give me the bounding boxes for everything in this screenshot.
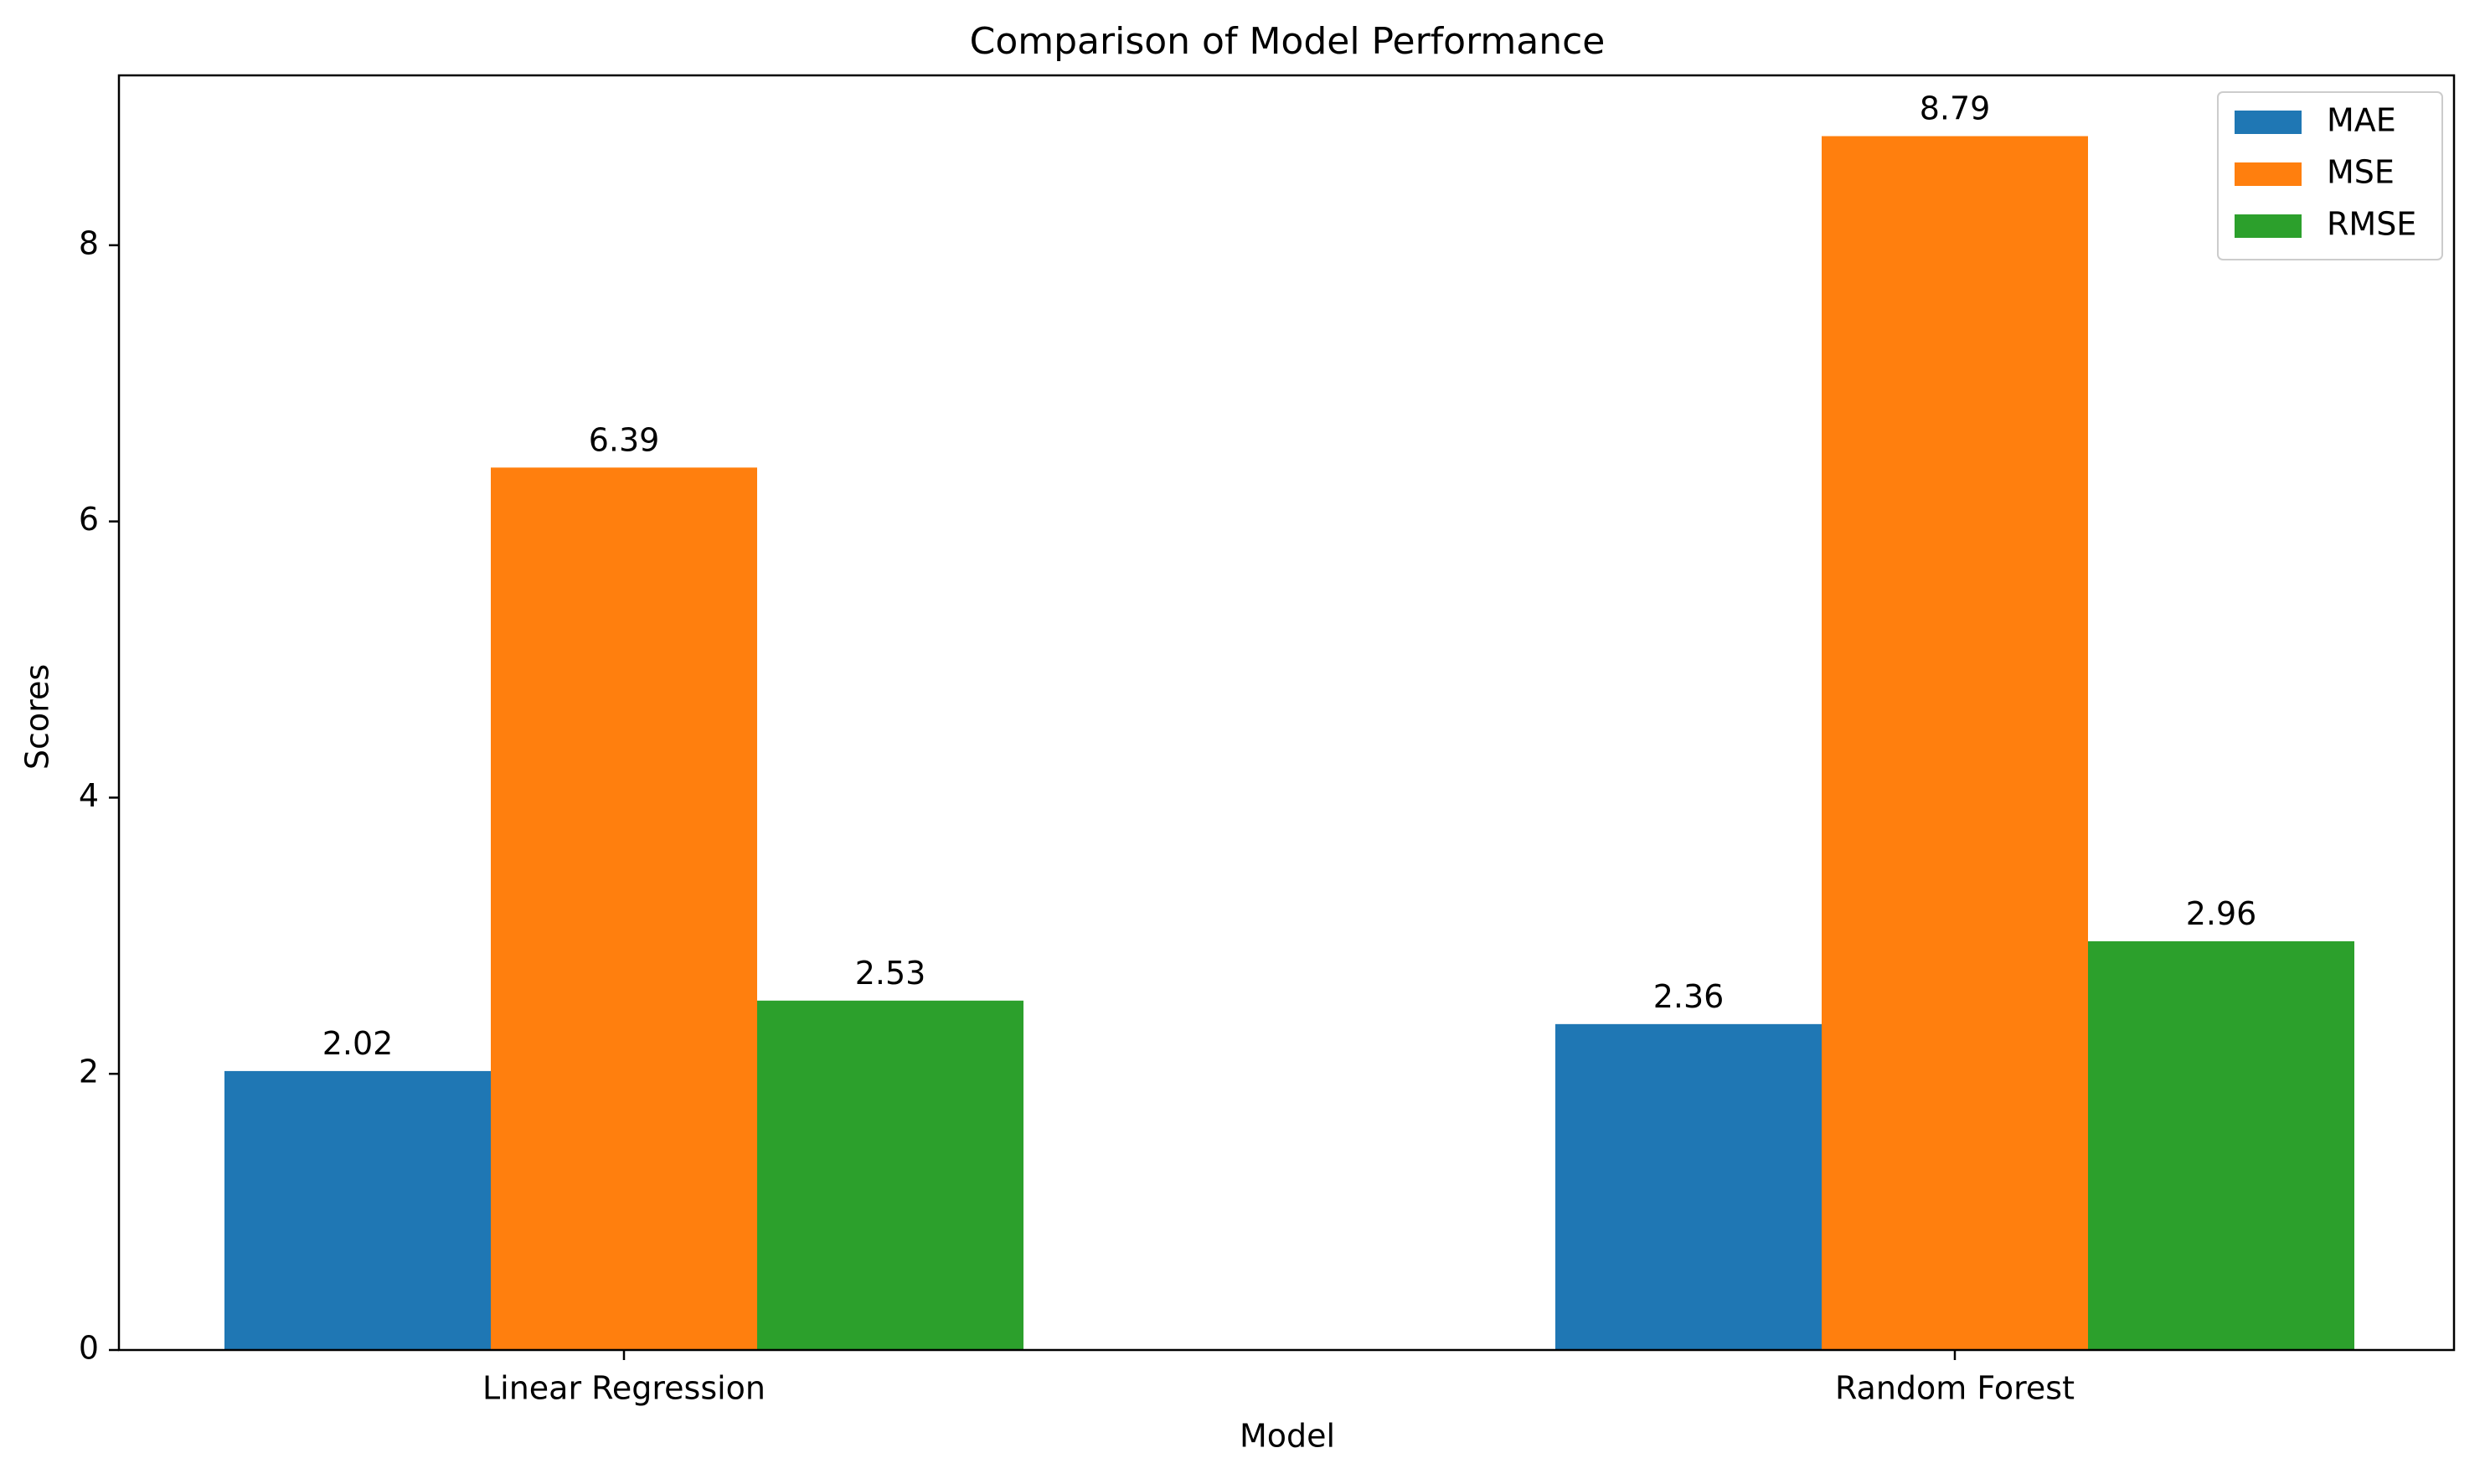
bar-rmse-linear-regression	[757, 1000, 1023, 1350]
value-label-rmse-linear-regression: 2.53	[855, 955, 926, 992]
legend-label-mae: MAE	[2327, 102, 2396, 139]
plot-frame	[117, 74, 2456, 1352]
legend-swatch-mae	[2235, 111, 2302, 134]
chart-title: Comparison of Model Performance	[970, 20, 1606, 63]
bars-layer	[224, 136, 2354, 1351]
value-label-mae-random-forest: 2.36	[1653, 978, 1725, 1015]
y-tick-label: 2	[79, 1054, 99, 1090]
value-label-mse-random-forest: 8.79	[1920, 90, 1991, 127]
axes-layer: 0 2 4 6 8 Linear Regression Random Forest	[79, 74, 2456, 1407]
legend-swatch-rmse	[2235, 214, 2302, 238]
value-label-mae-linear-regression: 2.02	[322, 1025, 394, 1062]
y-tick-label: 0	[79, 1330, 99, 1367]
value-label-rmse-random-forest: 2.96	[2186, 895, 2257, 932]
legend-label-rmse: RMSE	[2327, 206, 2416, 243]
x-tick-label: Random Forest	[1835, 1370, 2075, 1407]
legend-label-mse: MSE	[2327, 154, 2395, 191]
legend-swatch-mse	[2235, 162, 2302, 186]
bar-mse-linear-regression	[491, 467, 757, 1351]
legend: MAE MSE RMSE	[2217, 91, 2443, 260]
bar-mse-random-forest	[1822, 136, 2088, 1351]
y-tick-label: 8	[79, 224, 99, 261]
bar-rmse-random-forest	[2088, 940, 2354, 1350]
y-tick-label: 4	[79, 777, 99, 814]
bar-mae-random-forest	[1555, 1023, 1822, 1350]
y-tick-label: 6	[79, 501, 99, 538]
x-axis-label: Model	[1240, 1418, 1335, 1455]
value-label-mse-linear-regression: 6.39	[589, 421, 660, 458]
bar-mae-linear-regression	[224, 1070, 491, 1350]
value-labels-layer: 2.02 2.36 6.39 8.79 2.53 2.96	[322, 90, 2257, 1062]
x-tick-label: Linear Regression	[482, 1370, 766, 1407]
y-axis-label: Scores	[19, 664, 56, 770]
